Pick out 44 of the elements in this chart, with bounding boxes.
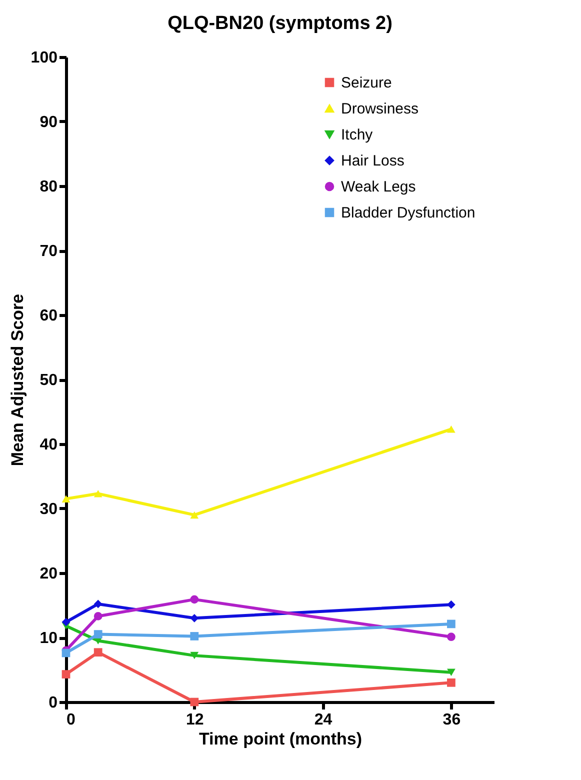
y-axis-title: Mean Adjusted Score [8, 294, 27, 466]
y-tick-label: 70 [40, 243, 58, 260]
y-tick-label: 100 [30, 50, 58, 66]
point [94, 612, 102, 620]
point [190, 652, 199, 660]
y-tick-label: 60 [40, 308, 58, 324]
point [94, 490, 102, 498]
point [447, 620, 456, 628]
x-tick-label: 36 [442, 712, 461, 728]
legend-label: Weak Legs [341, 178, 416, 196]
x-tick-label: 12 [186, 712, 204, 728]
point [62, 648, 70, 658]
point [447, 678, 456, 687]
point [190, 511, 199, 519]
y-tick-label: 20 [40, 566, 58, 582]
legend-label: Seizure [341, 74, 392, 92]
y-tick-label: 40 [40, 436, 58, 454]
y-tick-label: 30 [40, 501, 58, 518]
y-tick-label: 50 [40, 372, 58, 389]
legend-label: Itchy [341, 126, 374, 144]
x-tick-label: 0 [66, 712, 76, 728]
y-tick-label: 10 [40, 630, 58, 647]
point [447, 668, 456, 676]
y-tick-label: 0 [48, 694, 58, 712]
y-tick-label: 80 [40, 178, 58, 196]
y-tick-label: 90 [40, 114, 58, 131]
legend-label: Drowsiness [341, 100, 419, 118]
point [62, 495, 70, 502]
point [447, 600, 456, 609]
point [62, 618, 70, 626]
point [190, 595, 199, 604]
point [447, 632, 456, 642]
x-axis-title: Time point (months) [198, 730, 362, 748]
point [190, 632, 199, 640]
point [94, 630, 102, 638]
point [94, 648, 102, 657]
legend-label: Hair Loss [341, 152, 404, 170]
point [190, 698, 199, 706]
point [62, 670, 70, 678]
legend-label: Bladder Dysfunction [341, 204, 476, 222]
point [94, 600, 102, 608]
point [447, 426, 456, 433]
chart-title: QLQ-BN20 (symptoms 2) [168, 13, 392, 34]
x-tick-label: 24 [314, 712, 332, 728]
